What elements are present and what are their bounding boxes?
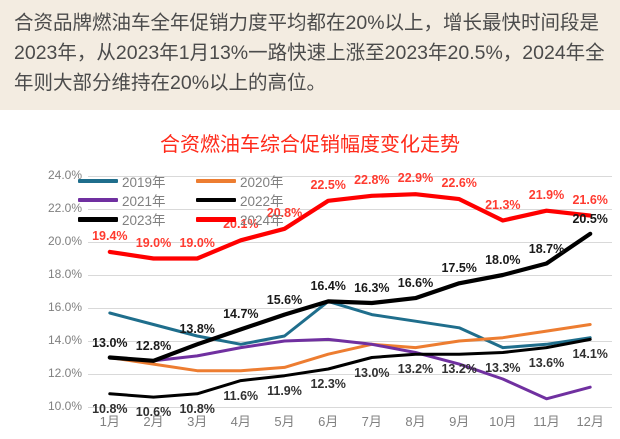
legend-item-2021年[interactable]: 2021年 — [78, 191, 196, 209]
x-axis-tick-label: 10月 — [489, 414, 517, 429]
legend-label: 2022年 — [240, 194, 284, 209]
chart-title: 合资燃油车综合促销幅度变化走势 — [160, 134, 460, 156]
data-label: 19.0% — [135, 235, 172, 250]
legend-item-2019年[interactable]: 2019年 — [78, 172, 196, 190]
gridline — [88, 275, 612, 276]
y-axis-tick-label: 18.0% — [47, 267, 82, 281]
data-label: 19.0% — [179, 235, 215, 250]
chart-panel: 合资燃油车综合促销幅度变化走势 24.0% 22.0% 20.0% 18.0% 16.0… — [0, 110, 620, 439]
data-label: 11.6% — [223, 388, 259, 403]
legend-item-2024年[interactable]: 2024年 — [196, 210, 314, 228]
data-label: 13.3% — [485, 360, 521, 375]
legend-swatch-icon — [78, 216, 118, 222]
series-lines — [107, 192, 593, 401]
data-label: 22.8% — [354, 172, 390, 187]
gridline — [88, 407, 612, 408]
data-label: 20.8% — [266, 205, 303, 220]
data-label: 16.4% — [310, 279, 346, 294]
data-label: 11.9% — [267, 383, 302, 398]
series-line-2021年 — [108, 337, 592, 401]
x-axis-tick-label: 12月 — [576, 414, 604, 429]
legend-item-2020年[interactable]: 2020年 — [196, 172, 314, 190]
x-axis-tick-label: 3月 — [187, 414, 208, 429]
data-label: 10.8% — [92, 401, 128, 416]
legend-item-2022年[interactable]: 2022年 — [196, 191, 314, 209]
data-label: 21.9% — [528, 187, 565, 202]
data-label: 21.6% — [572, 192, 608, 207]
x-axis-tick-label: 9月 — [449, 414, 470, 429]
y-axis-tick-label: 24.0% — [47, 168, 82, 182]
data-label: 22.5% — [310, 177, 346, 192]
data-label: 17.5% — [441, 261, 477, 276]
data-label: 14.7% — [223, 307, 259, 322]
y-axis-tick-label: 14.0% — [47, 333, 82, 347]
data-label: 20.5% — [572, 211, 608, 226]
legend-swatch-icon — [196, 198, 236, 202]
y-axis-tick-label: 10.0% — [47, 399, 82, 413]
data-label: 18.7% — [528, 241, 565, 256]
y-axis-tick-label: 12.0% — [47, 366, 82, 380]
data-label: 22.6% — [441, 176, 477, 191]
data-label: 16.6% — [397, 276, 434, 291]
data-label: 13.0% — [92, 335, 128, 350]
legend-label: 2019年 — [122, 175, 166, 190]
legend-swatch-icon — [78, 198, 118, 202]
caption-block: 合资品牌燃油车全年促销力度平均都在20%以上，增长最快时间段是2023年，从20… — [0, 0, 620, 110]
y-axis-tick-label: 16.0% — [47, 300, 82, 314]
x-axis-tick-label: 4月 — [230, 414, 251, 429]
data-label: 14.1% — [572, 347, 608, 362]
legend-label: 2021年 — [122, 194, 166, 209]
gridline — [88, 242, 612, 243]
series-line-2024年 — [107, 192, 593, 261]
data-label: 22.9% — [397, 171, 434, 186]
data-label: 13.0% — [354, 365, 390, 380]
data-label: 12.3% — [310, 377, 346, 391]
legend-swatch-icon — [196, 179, 236, 183]
legend-label: 2023年 — [122, 213, 166, 228]
y-axis-tick-label: 22.0% — [47, 201, 82, 215]
data-label: 18.0% — [485, 253, 521, 267]
data-label: 16.3% — [354, 281, 390, 295]
x-axis-tick-label: 6月 — [318, 414, 339, 429]
data-label: 13.6% — [528, 355, 565, 370]
data-label: 19.4% — [92, 228, 128, 243]
chart-legend: 2019年 2020年 2021年 2022年 2023年 2024年 — [78, 172, 328, 228]
series-line-2023年 — [107, 231, 593, 363]
x-axis-tick-label: 5月 — [274, 414, 295, 429]
x-axis-tick-label: 11月 — [533, 414, 560, 429]
legend-swatch-icon — [196, 216, 236, 222]
data-label: 10.8% — [179, 401, 215, 416]
series-line-2020年 — [108, 323, 592, 373]
x-axis-tick-label: 1月 — [99, 414, 120, 429]
series-line-2022年 — [108, 337, 592, 399]
x-axis-tick-label: 8月 — [405, 414, 426, 429]
series-line-2019年 — [108, 299, 592, 350]
gridline — [88, 374, 612, 375]
gridline — [88, 209, 612, 210]
y-axis-tick-label: 20.0% — [47, 234, 82, 248]
legend-item-2023年[interactable]: 2023年 — [78, 210, 196, 228]
legend-label: 2020年 — [240, 175, 284, 190]
data-label: 15.6% — [266, 292, 303, 307]
plot-area: 19.4% 19.0% 19.0% 20.1% 20.8% 22.5% 22.8% 22.9%… — [88, 171, 612, 419]
data-label: 21.3% — [485, 197, 521, 212]
caption-text: 合资品牌燃油车全年促销力度平均都在20%以上，增长最快时间段是2023年，从20… — [14, 12, 605, 94]
x-axis-tick-label: 2月 — [143, 414, 164, 429]
data-label: 12.8% — [135, 338, 172, 353]
gridline — [88, 176, 612, 177]
data-label: 10.6% — [135, 405, 172, 420]
legend-swatch-icon — [78, 179, 118, 183]
data-label: 13.2% — [397, 362, 434, 377]
data-label: 13.2% — [441, 362, 477, 377]
x-axis-tick-label: 7月 — [361, 414, 382, 429]
data-label: 13.8% — [179, 322, 215, 337]
legend-label: 2024年 — [240, 213, 284, 228]
